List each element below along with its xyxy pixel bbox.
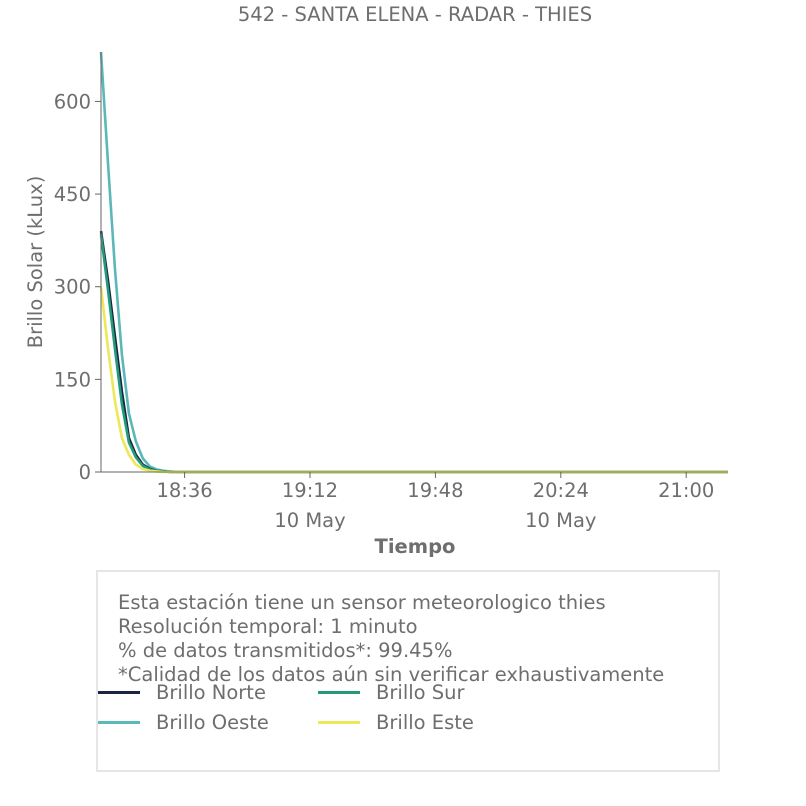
legend-swatch-norte xyxy=(98,690,140,694)
x-tick-label: 21:00 xyxy=(658,479,714,502)
y-tick-label: 0 xyxy=(79,461,91,484)
y-tick-label: 600 xyxy=(54,90,91,113)
y-ticks: 0 150 300 450 600 xyxy=(54,90,101,484)
legend-swatch-este xyxy=(318,720,360,724)
x-ticks: 18:36 19:12 19:48 20:24 21:00 10 May 10 May xyxy=(156,472,714,532)
chart-title: 542 - SANTA ELENA - RADAR - THIES xyxy=(238,3,592,26)
data-transmitted: % de datos transmitidos*: 99.45% xyxy=(118,639,453,662)
legend-item-norte: Brillo Norte xyxy=(98,680,266,704)
y-axis-label: Brillo Solar (kLux) xyxy=(24,176,47,349)
x-tick-label: 19:48 xyxy=(407,479,463,502)
legend-item-oeste: Brillo Oeste xyxy=(98,710,269,734)
legend-label-este: Brillo Este xyxy=(376,710,474,734)
legend-label-norte: Brillo Norte xyxy=(156,680,266,704)
station-description: Esta estación tiene un sensor meteorolog… xyxy=(118,591,606,614)
series-line-brillo-norte xyxy=(99,230,728,474)
series-line-brillo-este xyxy=(99,286,728,474)
data-quality-note: *Calidad de los datos aún sin verificar … xyxy=(118,663,665,686)
legend-swatch-oeste xyxy=(98,720,140,724)
chart: 542 - SANTA ELENA - RADAR - THIES 0 150 30… xyxy=(24,3,728,558)
legend-label-oeste: Brillo Oeste xyxy=(156,710,269,734)
x-tick-label: 20:24 xyxy=(533,479,589,502)
legend-swatch-sur xyxy=(318,690,360,694)
y-tick-label: 150 xyxy=(54,368,91,391)
x-tick-label: 19:12 xyxy=(282,479,338,502)
series-line-brillo-sur xyxy=(99,234,728,474)
y-tick-label: 300 xyxy=(54,276,91,299)
temporal-resolution: Resolución temporal: 1 minuto xyxy=(118,615,418,638)
series-layer xyxy=(99,51,728,474)
series-line-brillo-oeste xyxy=(99,51,728,474)
x-axis-label: Tiempo xyxy=(375,535,456,558)
x-date-label: 10 May xyxy=(274,509,345,532)
legend-label-sur: Brillo Sur xyxy=(376,680,465,704)
info-box: Esta estación tiene un sensor meteorolog… xyxy=(96,570,720,772)
x-date-label: 10 May xyxy=(525,509,596,532)
legend-item-este: Brillo Este xyxy=(318,710,474,734)
legend-item-sur: Brillo Sur xyxy=(318,680,465,704)
x-tick-label: 18:36 xyxy=(156,479,212,502)
y-tick-label: 450 xyxy=(54,183,91,206)
